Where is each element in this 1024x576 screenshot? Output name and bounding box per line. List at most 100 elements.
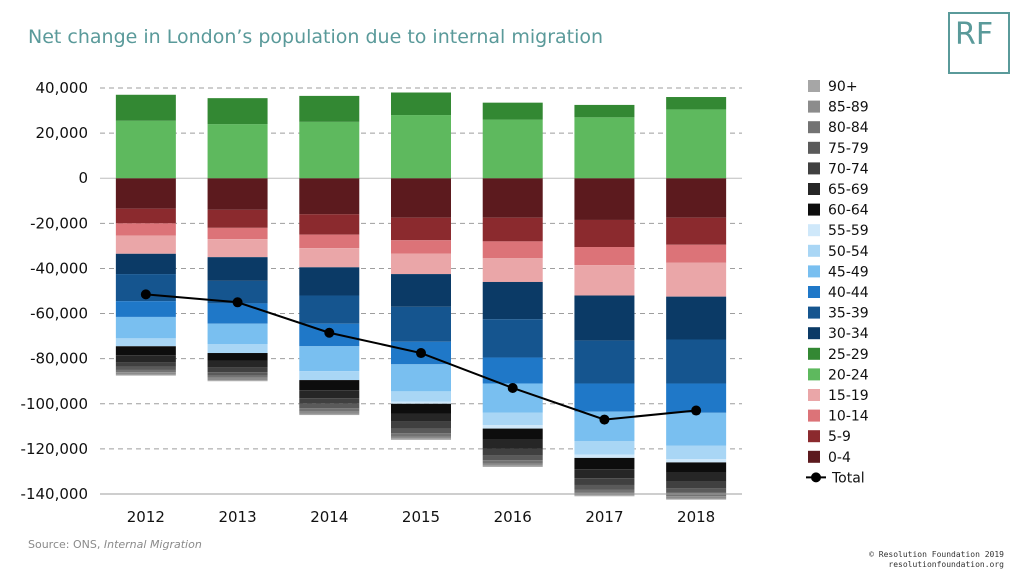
bar-segment [115, 301, 176, 317]
x-tick-label: 2016 [494, 508, 532, 526]
bar-segment [207, 375, 268, 378]
legend-label: 60-64 [828, 203, 869, 219]
bar-segment [482, 217, 543, 242]
bar-segment [299, 121, 360, 179]
bar-segment [207, 239, 268, 258]
bar-segment [666, 178, 727, 218]
bar-segment [574, 454, 635, 458]
bar-segment [299, 413, 360, 416]
bar-segment [482, 119, 543, 179]
bar-segment [482, 281, 543, 320]
bar-segment [482, 463, 543, 466]
bar-segment [482, 412, 543, 426]
legend-label: 10-14 [828, 409, 869, 425]
bar-segment [666, 296, 727, 340]
bar-segment [391, 421, 451, 429]
legend-swatch [808, 183, 820, 195]
y-tick-label: -100,000 [21, 395, 88, 413]
bar-segment [299, 234, 360, 249]
source-note: Source: ONS, Internal Migration [28, 538, 202, 551]
bar-segment [299, 380, 360, 391]
bar-segment [299, 346, 360, 372]
bar-segment [574, 457, 635, 470]
total-line [140, 289, 702, 425]
legend-label: 0-4 [828, 450, 851, 466]
bar-segment [482, 448, 543, 456]
y-tick-label: 0 [78, 169, 88, 187]
bar-segment [482, 102, 543, 120]
bar-segment [574, 178, 635, 220]
legend-label: 80-84 [828, 120, 869, 136]
y-tick-label: 40,000 [36, 79, 89, 97]
legend-label: 75-79 [828, 141, 869, 157]
bar-segment [207, 377, 268, 381]
legend-swatch [808, 327, 820, 340]
bar-segment [666, 462, 727, 473]
bar-segment [207, 209, 268, 228]
legend-total-marker [811, 472, 821, 483]
total-point [507, 382, 518, 393]
bar-segment [299, 295, 360, 324]
bar-segment [391, 428, 451, 434]
total-point [232, 297, 243, 308]
bar-segment [299, 178, 360, 215]
legend-swatch [808, 286, 820, 298]
bar-segment [574, 484, 635, 490]
bar-segment [391, 403, 451, 414]
bar-segment [666, 244, 727, 263]
bar-segment [482, 460, 543, 464]
legend-label: 65-69 [828, 182, 869, 198]
legend-label: 20-24 [828, 367, 869, 383]
legend-label: 45-49 [828, 264, 869, 280]
legend-swatch [808, 141, 820, 154]
source-title: Internal Migration [103, 538, 202, 551]
bar-segment [299, 214, 360, 235]
legend-swatch [808, 162, 820, 175]
axes: 40,000 20,000 0 -20,000 -40,000 -60,000 -80,00… [21, 79, 742, 526]
x-tick-label: 2014 [310, 508, 348, 526]
x-tick-label: 2012 [127, 508, 165, 526]
legend-swatch [808, 347, 820, 360]
legend-swatch [808, 100, 820, 113]
bar-segment [391, 401, 451, 404]
copyright: © Resolution Foundation 2019 resolutionf… [869, 550, 1004, 570]
bar-segment [391, 391, 451, 402]
bar-segment [299, 408, 360, 412]
copyright-line: © Resolution Foundation 2019 [869, 550, 1004, 559]
bar-segment [666, 498, 727, 500]
bar-segment [574, 440, 635, 455]
legend-swatch [808, 368, 820, 381]
bar-segment [207, 323, 268, 345]
bar-segment [574, 117, 635, 179]
bar-segment [115, 362, 176, 367]
bar-segment [482, 357, 543, 384]
bar-segment [299, 267, 360, 296]
y-tick-label: -140,000 [21, 485, 88, 503]
bar-segment [574, 340, 635, 384]
bar-segment [666, 481, 727, 489]
bar-segment [482, 258, 543, 282]
bar-segment [482, 425, 543, 429]
bar-segment [207, 380, 268, 382]
bar-segment [115, 208, 176, 224]
legend-swatch [808, 203, 820, 216]
bar-segment [299, 403, 360, 409]
total-point [691, 405, 702, 416]
legend-label: 25-29 [828, 347, 869, 363]
bar-segment [574, 219, 635, 248]
bar-segment [666, 339, 727, 384]
legend-label: Total [831, 470, 865, 486]
bar-segment [207, 98, 268, 125]
x-tick-label: 2018 [677, 508, 715, 526]
legend-swatch [808, 121, 820, 134]
bar-segment [207, 227, 268, 240]
bar-segment [482, 455, 543, 461]
legend-swatch [808, 265, 820, 278]
bar-segment [666, 488, 727, 493]
legend-swatch [808, 389, 820, 401]
bar-segment [391, 306, 451, 342]
bar-segment [666, 496, 727, 499]
bar-segment [574, 478, 635, 485]
legend-label: 35-39 [828, 306, 869, 322]
